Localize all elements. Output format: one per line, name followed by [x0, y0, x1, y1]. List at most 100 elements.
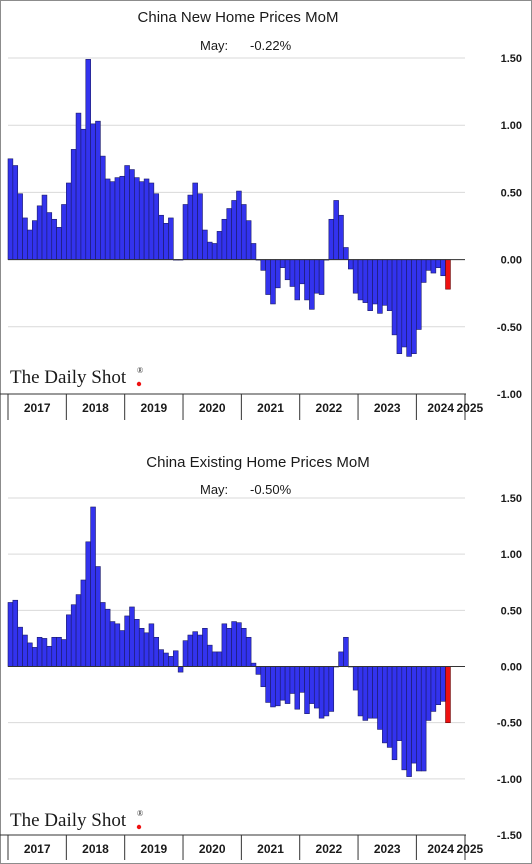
bar	[114, 623, 121, 667]
bar	[70, 149, 77, 260]
bar	[158, 214, 164, 260]
bar	[27, 229, 33, 260]
bar	[109, 621, 116, 667]
bar	[80, 128, 87, 260]
bar	[66, 614, 72, 667]
bar	[425, 666, 432, 721]
bar	[352, 666, 359, 691]
bar	[226, 628, 232, 667]
bar	[119, 175, 125, 260]
bar	[406, 259, 412, 357]
bar	[401, 666, 407, 771]
x-tick-label: 2021	[257, 842, 284, 856]
y-tick-label: 0.50	[501, 187, 522, 199]
chart-2-logo-text: The Daily Shot	[10, 810, 127, 831]
bar	[382, 259, 388, 306]
bar	[192, 631, 198, 667]
bar	[241, 204, 247, 260]
bar	[134, 619, 140, 667]
chart-2-logo: The Daily Shot ®	[10, 809, 143, 831]
bar	[56, 636, 62, 667]
bar	[323, 666, 330, 717]
y-tick-label: 1.00	[501, 120, 522, 132]
bar	[177, 666, 184, 673]
y-tick-label: 0.50	[501, 605, 522, 617]
y-tick-label: -1.00	[497, 389, 522, 401]
bar	[17, 626, 23, 667]
bar	[187, 634, 194, 667]
bar	[192, 182, 198, 260]
y-tick-label: -1.50	[497, 830, 522, 842]
bar	[430, 666, 437, 712]
x-tick-label: 2024	[427, 842, 454, 856]
bar	[75, 594, 82, 667]
bar	[129, 606, 135, 667]
bar	[386, 259, 393, 311]
bar	[313, 666, 320, 709]
bar	[289, 666, 296, 694]
x-tick-label: 2022	[316, 401, 343, 415]
bar	[299, 259, 305, 285]
bar	[372, 259, 378, 305]
bar	[367, 666, 373, 719]
bar	[41, 194, 48, 260]
bar	[279, 666, 286, 701]
bar	[202, 229, 208, 260]
bar	[377, 259, 383, 314]
bar	[362, 259, 369, 303]
bar	[386, 666, 393, 748]
bar	[114, 177, 121, 260]
bar	[357, 259, 364, 301]
bar	[343, 247, 349, 260]
bar	[221, 623, 228, 667]
x-tick-label: 2024	[427, 401, 454, 415]
bar	[216, 651, 223, 667]
bar	[61, 639, 67, 667]
bar	[304, 259, 310, 301]
bar	[348, 259, 354, 270]
bar	[85, 59, 91, 260]
bar	[168, 656, 174, 667]
y-tick-label: 1.50	[501, 493, 522, 505]
bar	[22, 217, 28, 260]
x-tick-label: 2025	[457, 842, 484, 856]
bar	[36, 205, 43, 260]
y-tick-label: 0.00	[501, 662, 522, 674]
bar	[430, 259, 437, 274]
bar	[328, 666, 335, 712]
x-tick-label: 2018	[82, 401, 109, 415]
bar	[182, 204, 189, 260]
bar	[138, 628, 145, 667]
x-tick-label: 2023	[374, 401, 401, 415]
bar	[197, 193, 203, 260]
bar	[216, 231, 223, 260]
y-tick-label: 0.00	[501, 255, 522, 267]
bar	[51, 218, 57, 260]
bar	[284, 666, 291, 704]
bar	[416, 259, 422, 330]
bar	[440, 259, 446, 277]
bar	[7, 602, 14, 667]
bar	[66, 182, 72, 260]
bar	[245, 636, 252, 667]
bar	[265, 666, 271, 703]
bar	[143, 632, 150, 667]
bar	[41, 638, 48, 667]
chart-1-latest-label: May:	[200, 38, 228, 53]
bar	[124, 615, 130, 667]
bar	[95, 120, 101, 260]
bar	[100, 602, 106, 667]
bar	[275, 666, 281, 707]
bar	[294, 259, 301, 301]
bar	[304, 666, 310, 714]
x-tick-label: 2021	[257, 401, 284, 415]
bar	[207, 644, 213, 667]
chart-1-latest-box	[188, 34, 300, 58]
bar	[153, 193, 160, 260]
bar	[313, 259, 320, 294]
bar	[109, 181, 116, 260]
latest-bar	[445, 666, 451, 723]
bar	[187, 194, 194, 260]
bar	[357, 666, 364, 717]
x-tick-label: 2022	[316, 842, 343, 856]
